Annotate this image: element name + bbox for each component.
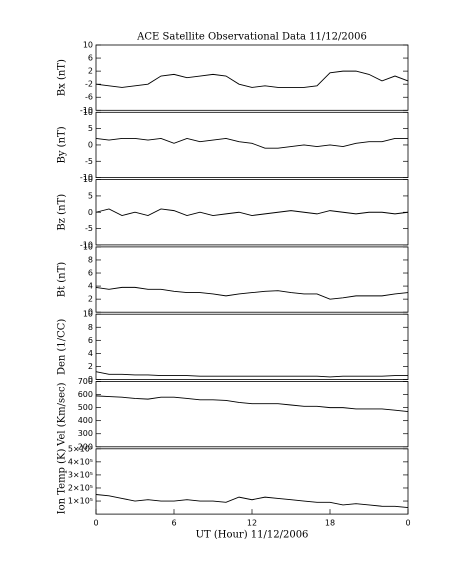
y-tick-label: 2 — [88, 295, 93, 304]
y-axis-label: By (nT) — [57, 126, 68, 163]
y-axis-label: Vel (Km/sec) — [57, 382, 68, 446]
y-axis-label: Bt (nT) — [57, 262, 68, 298]
data-line — [95, 395, 409, 412]
y-tick-label: 10 — [83, 41, 93, 50]
y-tick-label: 8 — [88, 323, 93, 332]
y-tick-label: 2 — [88, 67, 93, 76]
y-tick-label: 4 — [88, 349, 93, 358]
data-line — [95, 286, 409, 300]
y-axis-label: Bx (nT) — [57, 59, 68, 96]
panel-frame — [95, 179, 409, 246]
y-axis-label: Den (1/CC) — [57, 319, 68, 375]
data-line — [95, 70, 409, 88]
y-tick-label: -10 — [80, 173, 93, 182]
y-tick-label: -5 — [85, 157, 93, 166]
y-tick-label: 10 — [83, 175, 93, 184]
data-line — [95, 371, 408, 378]
panel-frame — [95, 381, 409, 448]
y-tick-label: -2 — [85, 80, 93, 89]
data-line — [95, 494, 409, 509]
panel-frame — [95, 246, 409, 313]
y-tick-label: 4×10⁵ — [68, 457, 93, 466]
y-tick-label: 0 — [88, 375, 93, 384]
y-tick-label: 1×10⁵ — [68, 497, 93, 506]
y-tick-label: 5 — [88, 191, 93, 200]
y-tick-label: 600 — [78, 390, 93, 399]
panel-frame — [95, 44, 409, 111]
chart-title: ACE Satellite Observational Data 11/12/2… — [136, 32, 367, 43]
data-line — [95, 137, 408, 149]
x-axis-label: UT (Hour) 11/12/2006 — [196, 530, 309, 541]
y-tick-label: -10 — [80, 240, 93, 249]
y-tick-label: 0 — [88, 208, 93, 217]
y-tick-label: 200 — [78, 442, 93, 451]
y-tick-label: 4 — [88, 282, 93, 291]
y-tick-label: 5×10⁵ — [68, 444, 93, 453]
y-tick-label: 5 — [88, 124, 93, 133]
y-tick-label: -5 — [85, 224, 93, 233]
y-tick-label: 500 — [78, 403, 93, 412]
x-tick-label: 0 — [405, 519, 410, 528]
x-tick-label: 18 — [325, 519, 335, 528]
y-tick-label: 0 — [88, 140, 93, 149]
y-axis-label: Ion Temp (K) — [57, 448, 68, 514]
y-tick-label: 2 — [88, 362, 93, 371]
y-tick-label: 6 — [88, 336, 93, 345]
y-tick-label: 700 — [78, 377, 93, 386]
y-axis-label: Bz (nT) — [57, 194, 68, 231]
x-tick-label: 12 — [247, 519, 257, 528]
y-tick-label: 10 — [83, 242, 93, 251]
panel-frame — [95, 313, 409, 380]
y-tick-label: 10 — [83, 310, 93, 319]
y-tick-label: 8 — [88, 255, 93, 264]
y-tick-label: -6 — [85, 93, 93, 102]
y-tick-label: 6 — [88, 54, 93, 63]
y-tick-label: 3×10⁵ — [68, 470, 93, 479]
x-tick-label: 0 — [93, 519, 98, 528]
y-tick-label: 400 — [78, 416, 93, 425]
y-tick-label: 0 — [88, 308, 93, 317]
x-tick-label: 6 — [171, 519, 176, 528]
data-line — [95, 208, 409, 216]
panel-frame — [95, 111, 409, 179]
y-tick-label: 2×10⁵ — [68, 483, 93, 492]
y-tick-label: 6 — [88, 269, 93, 278]
y-tick-label: 10 — [83, 108, 93, 117]
y-tick-label: 300 — [78, 429, 93, 438]
y-tick-label: -10 — [80, 106, 93, 115]
